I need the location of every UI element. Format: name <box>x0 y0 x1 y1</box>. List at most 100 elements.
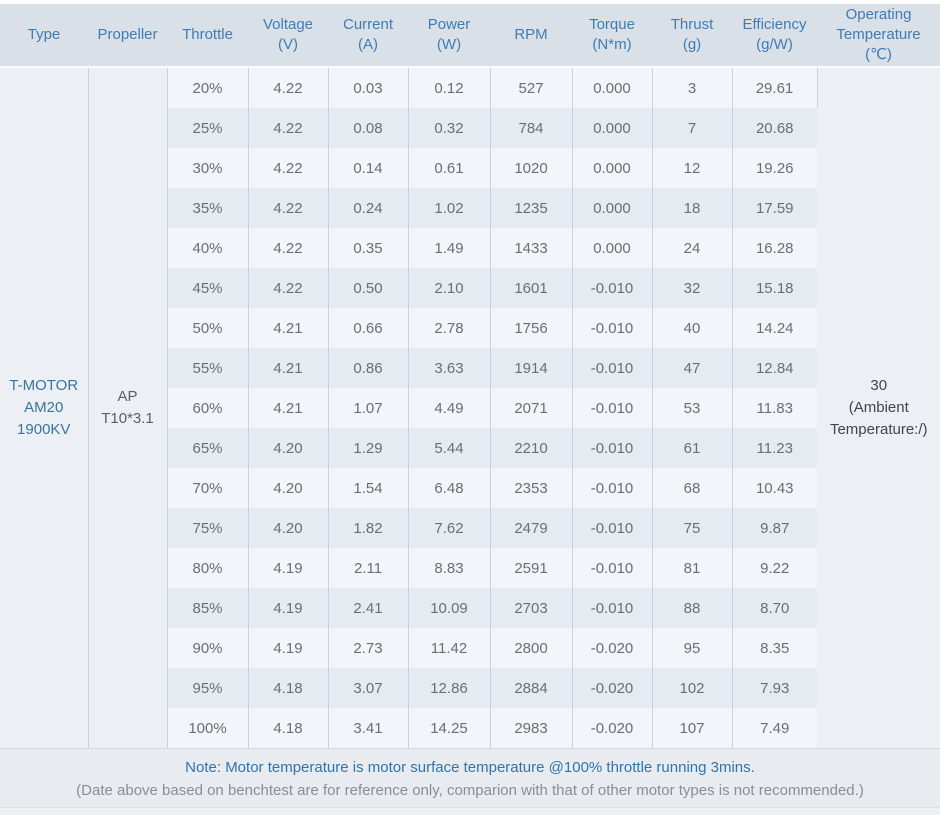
table-row: 90% 4.19 2.73 11.42 2800 -0.020 95 8.35 <box>0 628 940 668</box>
table-row: 25% 4.22 0.08 0.32 784 0.000 7 20.68 <box>0 108 940 148</box>
note-disclaimer: (Date above based on benchtest are for r… <box>76 782 864 799</box>
cell-thrust: 3 <box>652 67 733 108</box>
col-header-thrust: Thrust (g) <box>652 4 732 68</box>
cell-throttle: 80% <box>167 548 249 588</box>
table-body: T-MOTOR AM20 1900KV AP T10*3.1 20% 4.22 0.03… <box>0 67 940 748</box>
cell-rpm: 2800 <box>490 628 573 668</box>
cell-rpm: 1235 <box>490 188 573 228</box>
cell-torque: -0.010 <box>572 508 653 548</box>
cell-torque: -0.020 <box>572 628 653 668</box>
cell-efficiency: 7.49 <box>732 708 817 748</box>
header-row: Type Propeller Throttle Voltage (V) Curr… <box>0 4 940 68</box>
cell-power: 11.42 <box>408 628 491 668</box>
cell-throttle: 50% <box>167 308 249 348</box>
cell-power: 5.44 <box>408 428 491 468</box>
col-header-power: Power (W) <box>408 4 490 68</box>
cell-thrust: 75 <box>652 508 733 548</box>
cell-power: 1.49 <box>408 228 491 268</box>
cell-torque: -0.010 <box>572 588 653 628</box>
cell-power: 7.62 <box>408 508 491 548</box>
cell-rpm: 1756 <box>490 308 573 348</box>
cell-efficiency: 29.61 <box>732 67 818 108</box>
table-row: 60% 4.21 1.07 4.49 2071 -0.010 53 11.83 <box>0 388 940 428</box>
cell-thrust: 68 <box>652 468 733 508</box>
cell-efficiency: 11.83 <box>732 388 817 428</box>
operating-temperature-cell: 30 (Ambient Temperature:/) <box>817 67 940 748</box>
table-row: 30% 4.22 0.14 0.61 1020 0.000 12 19.26 <box>0 148 940 188</box>
cell-current: 2.41 <box>328 588 409 628</box>
cell-torque: -0.010 <box>572 428 653 468</box>
cell-thrust: 40 <box>652 308 733 348</box>
cell-rpm: 2591 <box>490 548 573 588</box>
col-header-operating-temperature: Operating Temperature (℃) <box>817 4 940 68</box>
cell-thrust: 12 <box>652 148 733 188</box>
cell-voltage: 4.18 <box>248 708 329 748</box>
table-row: 80% 4.19 2.11 8.83 2591 -0.010 81 9.22 <box>0 548 940 588</box>
cell-thrust: 95 <box>652 628 733 668</box>
cell-thrust: 24 <box>652 228 733 268</box>
col-header-type: Type <box>0 4 88 68</box>
cell-efficiency: 8.35 <box>732 628 817 668</box>
cell-voltage: 4.19 <box>248 628 329 668</box>
cell-thrust: 7 <box>652 108 733 148</box>
table-row: 40% 4.22 0.35 1.49 1433 0.000 24 16.28 <box>0 228 940 268</box>
cell-current: 3.07 <box>328 668 409 708</box>
cell-rpm: 1433 <box>490 228 573 268</box>
cell-efficiency: 17.59 <box>732 188 817 228</box>
cell-voltage: 4.19 <box>248 588 329 628</box>
cell-current: 1.54 <box>328 468 409 508</box>
table-row: 55% 4.21 0.86 3.63 1914 -0.010 47 12.84 <box>0 348 940 388</box>
cell-current: 1.29 <box>328 428 409 468</box>
cell-rpm: 1020 <box>490 148 573 188</box>
cell-rpm: 2884 <box>490 668 573 708</box>
table-row: 50% 4.21 0.66 2.78 1756 -0.010 40 14.24 <box>0 308 940 348</box>
cell-current: 0.14 <box>328 148 409 188</box>
cell-current: 0.24 <box>328 188 409 228</box>
cell-efficiency: 14.24 <box>732 308 817 348</box>
motor-test-table: Type Propeller Throttle Voltage (V) Curr… <box>0 4 940 748</box>
cell-thrust: 47 <box>652 348 733 388</box>
cell-torque: 0.000 <box>572 228 653 268</box>
table-row: 100% 4.18 3.41 14.25 2983 -0.020 107 7.49 <box>0 708 940 748</box>
cell-rpm: 527 <box>490 67 573 108</box>
cell-throttle: 65% <box>167 428 249 468</box>
cell-voltage: 4.20 <box>248 468 329 508</box>
cell-power: 0.32 <box>408 108 491 148</box>
cell-throttle: 70% <box>167 468 249 508</box>
cell-torque: 0.000 <box>572 148 653 188</box>
cell-power: 3.63 <box>408 348 491 388</box>
cell-current: 0.86 <box>328 348 409 388</box>
propeller-cell: AP T10*3.1 <box>88 67 168 748</box>
cell-power: 2.10 <box>408 268 491 308</box>
cell-power: 2.78 <box>408 308 491 348</box>
table-header: Type Propeller Throttle Voltage (V) Curr… <box>0 4 940 68</box>
cell-efficiency: 8.70 <box>732 588 817 628</box>
cell-torque: 0.000 <box>572 108 653 148</box>
cell-voltage: 4.22 <box>248 148 329 188</box>
cell-throttle: 95% <box>167 668 249 708</box>
cell-voltage: 4.22 <box>248 67 329 108</box>
cell-voltage: 4.22 <box>248 188 329 228</box>
cell-voltage: 4.22 <box>248 228 329 268</box>
cell-current: 1.82 <box>328 508 409 548</box>
cell-torque: 0.000 <box>572 67 653 108</box>
cell-current: 0.66 <box>328 308 409 348</box>
cell-throttle: 100% <box>167 708 249 748</box>
cell-current: 3.41 <box>328 708 409 748</box>
cell-current: 0.50 <box>328 268 409 308</box>
cell-rpm: 2703 <box>490 588 573 628</box>
cell-voltage: 4.22 <box>248 108 329 148</box>
cell-throttle: 60% <box>167 388 249 428</box>
cell-torque: -0.010 <box>572 348 653 388</box>
table-row: T-MOTOR AM20 1900KV AP T10*3.1 20% 4.22 0.03… <box>0 67 940 748</box>
cell-thrust: 32 <box>652 268 733 308</box>
cell-thrust: 107 <box>652 708 733 748</box>
cell-power: 12.86 <box>408 668 491 708</box>
col-header-efficiency: Efficiency (g/W) <box>732 4 817 68</box>
cell-torque: -0.010 <box>572 468 653 508</box>
cell-throttle: 55% <box>167 348 249 388</box>
col-header-current: Current (A) <box>328 4 408 68</box>
table-row: 95% 4.18 3.07 12.86 2884 -0.020 102 7.93 <box>0 668 940 708</box>
cell-efficiency: 16.28 <box>732 228 817 268</box>
cell-rpm: 1601 <box>490 268 573 308</box>
